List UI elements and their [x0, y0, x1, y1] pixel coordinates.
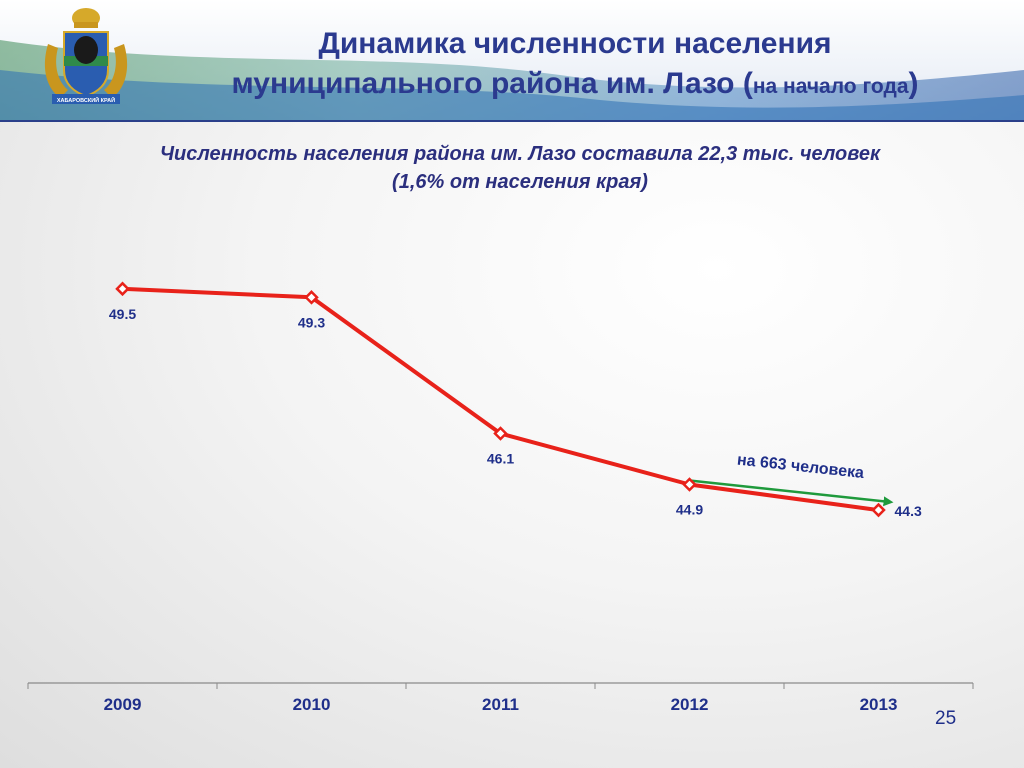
slide-subtitle: Численность населения района им. Лазо со…: [90, 140, 950, 196]
data-point-marker: [682, 477, 697, 492]
change-annotation-label: на 663 человека: [736, 452, 865, 482]
change-arrow: [689, 479, 894, 507]
data-point-marker: [304, 290, 319, 305]
x-tick-label: 2011: [482, 695, 519, 714]
population-series-line: [122, 286, 879, 513]
slide-header: ХАБАРОВСКИЙ КРАЙ Динамика численности на…: [0, 0, 1024, 122]
title-line-2: муниципального района им. Лазо (на начал…: [160, 64, 990, 107]
khabarovsk-emblem-icon: ХАБАРОВСКИЙ КРАЙ: [44, 8, 128, 104]
x-tick-label: 2010: [293, 695, 331, 714]
data-label: 49.3: [298, 314, 325, 330]
data-label: 44.9: [676, 502, 703, 518]
data-label: 49.5: [109, 306, 136, 322]
x-tick-label: 2012: [671, 695, 709, 714]
x-tick-label: 2013: [860, 695, 898, 714]
subtitle-line-2: (1,6% от населения края): [392, 171, 648, 193]
subtitle-line-1: Численность населения района им. Лазо со…: [159, 143, 881, 165]
data-label: 44.3: [895, 503, 922, 519]
x-tick-label: 2009: [104, 695, 142, 714]
emblem-caption: ХАБАРОВСКИЙ КРАЙ: [57, 96, 115, 104]
title-line-2-main: муниципального района им. Лазо (: [231, 67, 753, 100]
data-point-marker: [115, 281, 130, 297]
page-number: 25: [935, 708, 957, 729]
header-divider: [0, 120, 1024, 122]
title-line-2-close: ): [908, 67, 919, 100]
title-line-1: Динамика численности населения: [318, 27, 832, 60]
data-point-marker: [493, 426, 508, 441]
data-point-marker: [871, 502, 886, 518]
data-label: 46.1: [487, 450, 514, 466]
slide-title: Динамика численности населения муниципал…: [160, 24, 990, 107]
title-line-2-small: на начало года: [752, 75, 909, 98]
header-wave-decoration: [0, 40, 1024, 122]
